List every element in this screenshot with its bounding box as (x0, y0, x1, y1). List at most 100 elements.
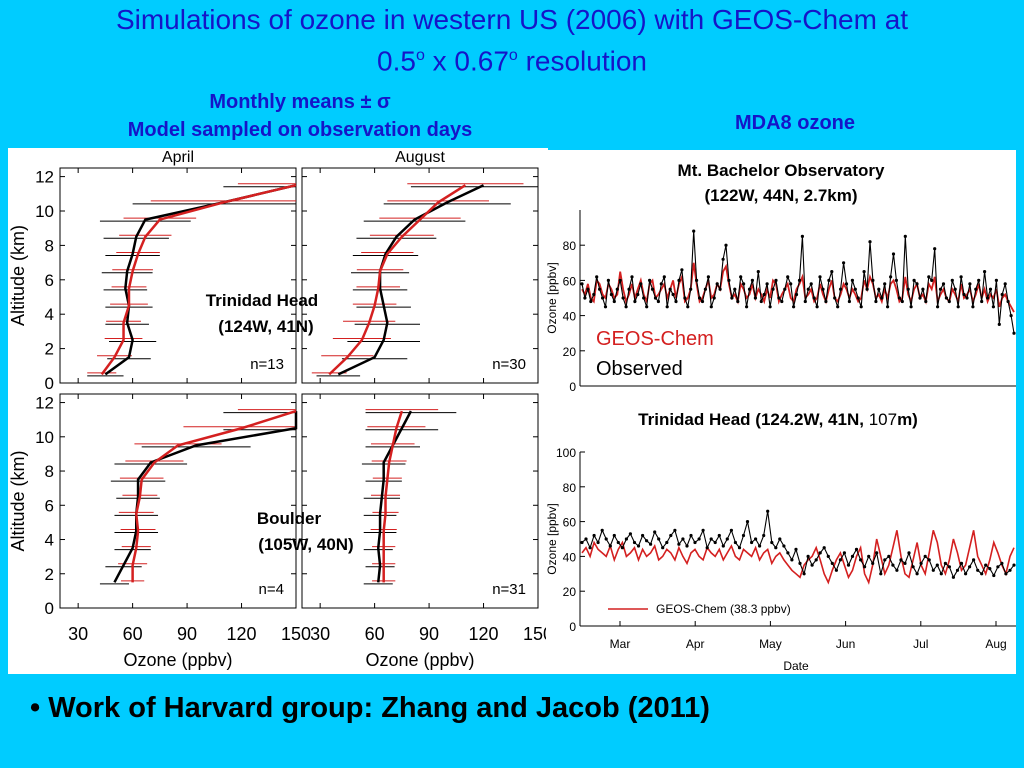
mba-observed-line-point (1003, 282, 1007, 286)
mba-observed-line-point (739, 275, 743, 279)
mba-observed-line-point (941, 282, 946, 286)
thd-observed-line-point (689, 533, 693, 538)
mba-observed-line-point (653, 296, 658, 300)
thd-observed-line-point (980, 572, 984, 576)
mba-observed-line-point (730, 296, 734, 300)
thd-observed-line-point (705, 546, 709, 550)
mba-observed-line-point (630, 275, 634, 279)
mba-observed-line-point (836, 305, 840, 309)
mba-observed-line-point (609, 292, 613, 297)
thd-observed-line-point (701, 528, 705, 532)
mba-observed-line-point (889, 275, 893, 279)
mba-observed-line-point (698, 296, 702, 300)
left-subtitle-line-2: Model sampled on observation days (127, 119, 473, 141)
mba-observed-line-point (747, 287, 752, 291)
mba-observed-line-point (595, 275, 599, 279)
mba-observed-line-point (897, 296, 901, 300)
mba-observed-line-point (703, 287, 707, 291)
mba-observed-line-point (615, 287, 619, 291)
mba-observed-line-point (971, 305, 975, 309)
profile-panel-2: 0 2 4 6 8 10 12 n=4 (35, 393, 298, 618)
mba-observed-line-point (709, 305, 713, 309)
thd-title-c: m) (897, 410, 918, 429)
mba-observed-line-point (821, 287, 825, 291)
mba-observed-line-point (886, 305, 890, 309)
thd-observed-line-point (919, 561, 923, 565)
mba-observed-line-point (994, 278, 998, 282)
mba-observed-line-point (883, 282, 887, 286)
mba-observed-line-point (648, 278, 652, 282)
thd-observed-line-point (806, 554, 810, 558)
title-line-2-c: resolution (517, 45, 647, 77)
x-axis-label-left: Ozone (ppbv) (123, 650, 232, 670)
mba-y-tick-label: 60 (563, 274, 577, 288)
mba-observed-line-point (742, 282, 746, 286)
mba-observed-line-point (936, 305, 940, 309)
thd-observed-line-point (697, 537, 701, 541)
title-sup-1: o (415, 47, 425, 64)
y-tick-label: 6 (45, 271, 54, 290)
mba-observed-line-point (827, 278, 831, 282)
mba-observed-line-point (800, 234, 804, 238)
thd-observed-line-point (850, 554, 855, 558)
mba-observed-line-point (894, 278, 898, 282)
mba-legend-box (590, 320, 810, 382)
mba-observed-line-point (618, 278, 622, 282)
mba-observed-line-point (927, 275, 931, 279)
mba-observed-line-point (712, 296, 716, 300)
mba-y-tick-label: 0 (569, 380, 576, 394)
y-axis-label-bottom: Altitude (km) (8, 450, 28, 551)
mba-legend-observed: Observed (596, 358, 683, 380)
thd-observed-line-point (907, 551, 911, 555)
observed-profile-line (104, 183, 297, 376)
mba-observed-line-point (656, 299, 660, 304)
mba-chart: Mt. Bachelor Observatory (122W, 44N, 2.7k… (545, 161, 1016, 394)
y-tick-label: 12 (35, 394, 54, 413)
x-tick-label-left: 30 (68, 624, 88, 644)
n-label: n=13 (250, 356, 284, 373)
profile-panel: April August 0 2 4 6 8 10 12 n=13 n=30 0 2 4 6 8 10 12 n=4… (8, 148, 553, 674)
x-tick-label-left: 90 (177, 624, 197, 644)
thd-observed-line-point (822, 546, 826, 550)
y-tick-label: 0 (45, 374, 54, 393)
x-axis-label-right: Ozone (ppbv) (365, 650, 474, 670)
mba-observed-line-point (1000, 292, 1004, 297)
mba-observed-line-point (833, 296, 837, 300)
mba-legend-model: GEOS-Chem (596, 328, 714, 350)
mba-observed-line-point (689, 287, 693, 291)
thd-observed-line-point (649, 542, 653, 546)
mba-observed-line-point (986, 296, 990, 300)
thd-title-b: 107 (869, 410, 897, 429)
mba-observed-line-point (745, 305, 749, 309)
thd-observed-line-point (959, 561, 964, 565)
thd-observed-line-point (798, 561, 802, 565)
thd-observed-line-point (721, 544, 725, 548)
mba-observed-line-point (627, 287, 631, 291)
thd-observed-line-point (964, 572, 968, 576)
mba-observed-line-point (962, 292, 966, 297)
thd-observed-line-point (992, 573, 996, 578)
mba-observed-line-point (950, 278, 954, 282)
x-tick-label-right: 60 (365, 624, 385, 644)
mba-observed-line-point (924, 299, 928, 304)
thd-observed-line-point (616, 540, 620, 545)
mba-observed-line-point (988, 287, 993, 291)
thd-legend-model-label: GEOS-Chem (38.3 ppbv) (656, 602, 791, 616)
thd-observed-line-point (790, 558, 794, 562)
mba-observed-line-point (765, 282, 769, 286)
mba-y-tick-label: 20 (563, 345, 577, 359)
mba-observed-line-point (842, 261, 846, 265)
thd-observed-line-point (879, 572, 883, 576)
model-profile-line (382, 410, 404, 583)
thd-y-tick-label: 0 (569, 620, 576, 634)
title-sup-2: o (508, 47, 518, 64)
thd-observed-line-point (1008, 568, 1012, 572)
y-tick-label: 4 (45, 305, 54, 324)
x-tick-label-right: 90 (419, 624, 439, 644)
thd-observed-line-point (903, 561, 907, 565)
thd-observed-line-point (871, 561, 875, 565)
y-tick-label: 4 (45, 531, 54, 550)
thd-observed-line-point (794, 547, 798, 551)
thd-observed-line-point (717, 533, 721, 538)
mba-observed-line-point (830, 270, 834, 274)
